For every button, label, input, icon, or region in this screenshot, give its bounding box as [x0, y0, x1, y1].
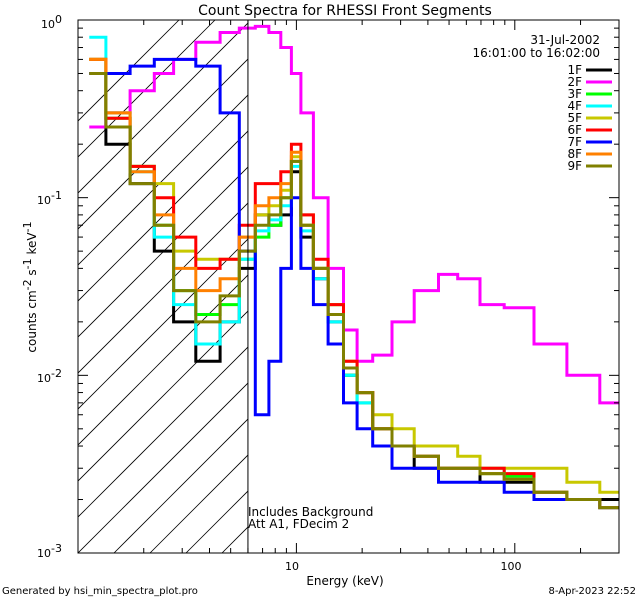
ylabel-part-4: keV: [25, 232, 39, 259]
hatch-line: [582, 20, 640, 553]
hatched-region: [78, 20, 640, 553]
chart-title: Count Spectra for RHESSI Front Segments: [198, 3, 492, 19]
x-tick-label-10: 10: [285, 560, 299, 573]
hatch-line: [78, 274, 248, 446]
y-tick-1-base: 10: [41, 18, 55, 31]
y-tick-0.001-exp: -3: [51, 542, 62, 555]
hatch-line: [438, 20, 640, 553]
legend-label-4F: 4F: [567, 99, 582, 113]
series-layer: [89, 24, 619, 510]
hatch-line: [78, 310, 248, 482]
hatch-line: [78, 346, 248, 518]
axis-ticks: [77, 20, 620, 554]
hatch-line: [78, 130, 248, 302]
hatch-line: [258, 20, 640, 553]
legend-date: 31-Jul-2002: [530, 33, 600, 47]
x-tick-label-100: 100: [501, 560, 522, 573]
legend-label-2F: 2F: [567, 75, 582, 89]
hatch-line: [78, 58, 248, 230]
hatch-line: [78, 166, 248, 338]
hatch-line: [78, 22, 248, 194]
hatch-line: [78, 20, 216, 158]
y-tick-0.01-exp: -2: [51, 367, 62, 380]
series-line-3F: [89, 57, 619, 510]
hatch-line: [78, 20, 180, 122]
y-tick-1-exp: 0: [55, 13, 62, 26]
y-tick-0.01-base: 10: [37, 372, 51, 385]
legend-label-5F: 5F: [567, 111, 582, 125]
legend-label-8F: 8F: [567, 147, 582, 161]
series-line-9F: [89, 72, 619, 510]
annotation-attenuator: Att A1, FDecim 2: [248, 517, 349, 531]
legend-label-3F: 3F: [567, 87, 582, 101]
ylabel-part-2: s: [25, 269, 39, 279]
ylabel-part-0: counts cm: [25, 290, 39, 352]
series-line-8F: [89, 57, 619, 510]
y-tick-0.001-base: 10: [37, 547, 51, 560]
hatch-line: [618, 20, 640, 553]
footer-timestamp: 8-Apr-2023 22:52: [549, 586, 636, 597]
y-axis-label: counts cm-2 s-1 keV-1: [21, 221, 39, 352]
series-line-7F: [89, 57, 619, 510]
hatch-line: [78, 238, 248, 410]
legend-time-range: 16:01:00 to 16:02:00: [473, 46, 600, 60]
y-tick-0.1-exp: -1: [51, 189, 62, 202]
hatch-line: [294, 20, 640, 553]
y-tick-0.1-base: 10: [37, 194, 51, 207]
y-tick-label-0.01: 10-2: [37, 367, 62, 385]
hatch-line: [149, 454, 248, 553]
legend-label-1F: 1F: [567, 63, 582, 77]
legend-label-9F: 9F: [567, 159, 582, 173]
hatch-line: [78, 202, 248, 374]
y-tick-label-1: 100: [41, 13, 62, 31]
hatch-line: [78, 382, 248, 553]
hatch-line: [546, 20, 640, 553]
ylabel-part-5: -1: [21, 221, 34, 232]
ylabel-part-3: -1: [21, 258, 34, 269]
series-line-6F: [89, 57, 619, 510]
annotation-background: Includes Background: [248, 505, 373, 519]
footer-generated-by: Generated by hsi_min_spectra_plot.pro: [2, 586, 198, 597]
legend-label-6F: 6F: [567, 123, 582, 137]
series-line-4F: [89, 35, 619, 510]
hatch-line: [78, 94, 248, 266]
ylabel-part-1: -2: [21, 279, 34, 290]
y-tick-label-0.001: 10-3: [37, 542, 62, 560]
legend-label-7F: 7F: [567, 135, 582, 149]
hatch-line: [113, 418, 248, 553]
plot-frame: [77, 19, 620, 554]
x-axis-label: Energy (keV): [306, 574, 383, 588]
y-tick-label-0.1: 10-1: [37, 189, 62, 207]
